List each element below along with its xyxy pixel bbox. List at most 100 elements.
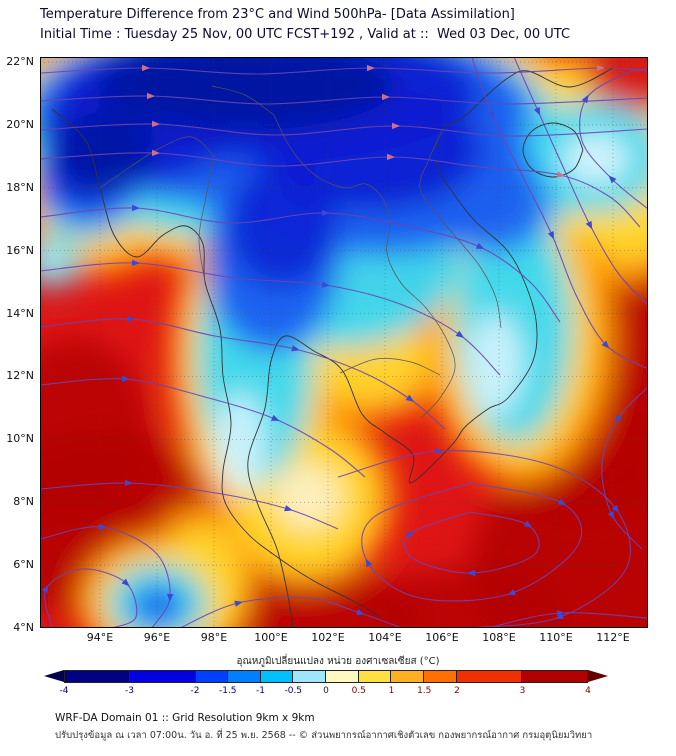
wind-arrow (405, 530, 414, 539)
colorbar-segment (293, 671, 326, 682)
colorbar-segment (358, 671, 392, 682)
lat-label: 8°N (13, 495, 34, 509)
wind-arrow (365, 558, 373, 568)
wind-arrow (611, 504, 619, 514)
colorbar-tick-label: 0 (323, 686, 329, 696)
colorbar-tick-label: 2 (454, 686, 460, 696)
wind-arrow (607, 510, 615, 520)
footer-domain-info: WRF-DA Domain 01 :: Grid Resolution 9km … (55, 712, 315, 724)
wind-arrow (151, 149, 160, 157)
wind-arrow (121, 375, 130, 382)
weather-map-canvas (0, 0, 676, 672)
wind-arrow (271, 414, 280, 421)
colorbar-segment (65, 671, 131, 682)
lon-label: 110°E (539, 631, 573, 644)
wind-arrow (124, 479, 133, 487)
wind-arrow (556, 171, 565, 178)
wind-arrow (581, 94, 589, 104)
temperature-field-blob (95, 40, 395, 130)
colorbar-tick-label: -1.5 (218, 686, 237, 696)
wind-arrow (382, 93, 390, 101)
colorbar-right-arrow (588, 670, 608, 682)
wind-arrow (121, 578, 130, 587)
chart-title: Temperature Difference from 23°C and Win… (40, 7, 515, 22)
wind-arrow (608, 175, 617, 184)
colorbar-tick-label: 3 (519, 686, 526, 696)
lat-label: 14°N (6, 306, 34, 320)
wind-arrow (291, 345, 300, 352)
wind-arrow (615, 414, 623, 424)
wind-arrow (405, 394, 415, 402)
lat-label: 12°N (6, 369, 34, 383)
lon-label: 100°E (254, 631, 288, 644)
streamline (39, 378, 366, 478)
wind-arrow (146, 92, 155, 100)
border-myanmar-inland (99, 136, 215, 189)
wind-arrow (585, 220, 593, 230)
lon-label: 104°E (368, 631, 402, 644)
temperature-field-blob (562, 133, 630, 185)
colorbar-segment (195, 671, 229, 682)
streamline (513, 56, 649, 306)
colorbar-tick-label: 4 (585, 686, 591, 696)
wind-arrow (556, 609, 565, 617)
streamline (579, 68, 649, 210)
colorbar-segment (130, 671, 196, 682)
temperature-field-blob (274, 465, 342, 529)
temperature-field-blob (227, 165, 337, 289)
colorbar-segment (228, 671, 261, 682)
colorbar-tick-label: -2 (190, 686, 200, 696)
lat-label: 22°N (6, 55, 34, 68)
wind-arrow (547, 230, 555, 240)
colorbar-segment (391, 671, 424, 682)
streamline (39, 482, 339, 530)
wind-arrow (284, 505, 293, 512)
wind-streamlines (39, 56, 649, 629)
colorbar-ticks: -4 -3 -2 -1.5 -1 -0.5 0 0.5 1 1.5 2 3 4 (60, 686, 591, 698)
border-china (211, 85, 275, 116)
colorbar (44, 670, 608, 683)
lon-label: 112°E (596, 631, 630, 644)
lon-label: 102°E (311, 631, 345, 644)
coastline-gulf-vietnam (247, 67, 614, 629)
streamline (39, 526, 171, 629)
temperature-field-blob (214, 393, 266, 497)
wind-arrow (467, 569, 476, 577)
colorbar-segment (521, 671, 587, 682)
lat-label: 10°N (6, 432, 34, 446)
wind-arrow (533, 106, 541, 116)
colorbar-tick-label: -1 (256, 686, 265, 696)
footer-credit-thai: ปรับปรุงข้อมูล ณ เวลา 07:00น. วัน อ. ที่… (55, 730, 593, 741)
wind-arrow (126, 315, 135, 323)
colorbar-segment (260, 671, 294, 682)
wind-arrow (455, 330, 465, 338)
wind-arrow (234, 600, 243, 607)
coastline-hainan (522, 122, 584, 178)
wind-arrow (151, 120, 160, 128)
wind-arrow (601, 340, 610, 349)
wind-arrow (321, 209, 330, 217)
colorbar-tick-label: 1 (388, 686, 395, 696)
border-myanmar-thailand (198, 155, 215, 283)
wind-arrow (356, 609, 365, 616)
colorbar-segment (326, 671, 359, 682)
colorbar-segment (423, 671, 457, 682)
map-area (0, 0, 676, 672)
lon-label: 108°E (482, 631, 516, 644)
border-laos-vietnam (419, 130, 502, 329)
colorbar-label: อุณหภูมิเปลี่ยนแปลง หน่วย องศาเซลเซียส (… (236, 656, 440, 667)
wind-arrow (321, 281, 330, 288)
colorbar-left-arrow (44, 670, 64, 682)
wind-arrow (166, 593, 174, 602)
latitude-axis: 22°N 20°N 18°N 16°N 14°N 12°N 10°N 8°N 6°N 4°N (0, 55, 37, 634)
temperature-field-blob (55, 112, 155, 192)
lon-label: 98°E (200, 631, 228, 644)
colorbar-tick-label: -0.5 (284, 686, 303, 696)
wind-arrow (131, 259, 140, 267)
wind-arrow (596, 64, 605, 72)
colorbar-tick-label: 1.5 (417, 686, 432, 696)
wind-arrow (391, 122, 400, 130)
lat-label: 4°N (13, 620, 34, 634)
lon-label: 94°E (86, 631, 114, 644)
